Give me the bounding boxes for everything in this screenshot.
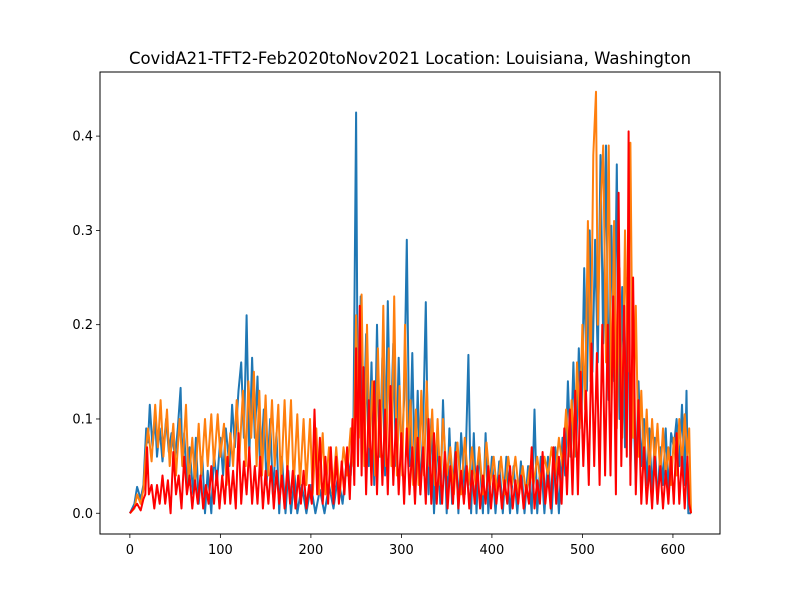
x-tick-label: 500 — [570, 543, 595, 558]
x-tick-label: 300 — [389, 543, 414, 558]
x-tick-label: 0 — [126, 543, 134, 558]
x-tick-label: 100 — [208, 543, 233, 558]
y-tick-label: 0.2 — [72, 318, 93, 333]
y-tick-label: 0.0 — [72, 507, 93, 522]
x-tick-label: 200 — [298, 543, 323, 558]
y-tick-label: 0.3 — [72, 224, 93, 239]
plot-frame — [99, 71, 721, 535]
chart-title: CovidA21-TFT2-Feb2020toNov2021 Location:… — [129, 49, 691, 68]
series-layer — [128, 90, 692, 515]
x-tick-label: 400 — [479, 543, 504, 558]
y-tick-label: 0.1 — [72, 412, 93, 427]
series-line-3 — [129, 130, 692, 515]
axes-layer: 0 100 200 300 400 500 600 0.0 0.1 0.2 0.3 0.4 — [72, 130, 685, 558]
y-tick-label: 0.4 — [72, 130, 93, 145]
x-tick-label: 600 — [661, 543, 686, 558]
